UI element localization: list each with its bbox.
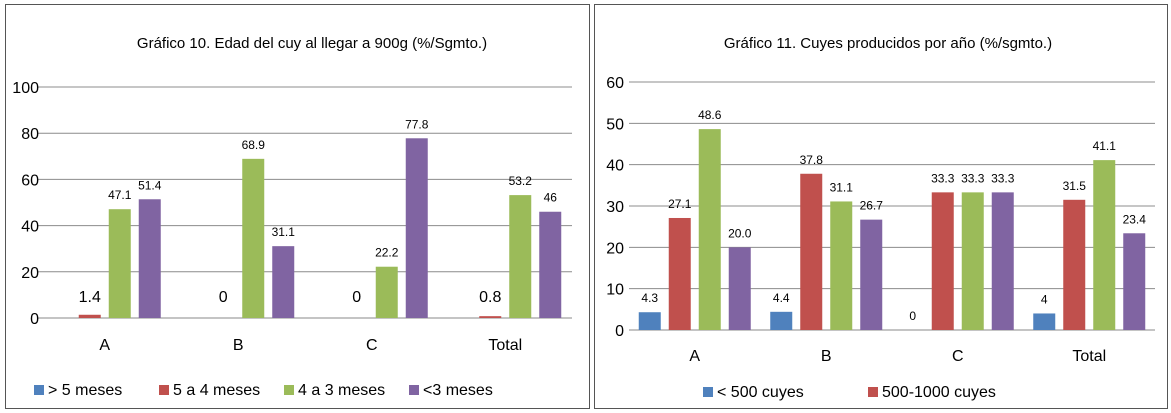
data-label: 4.4 — [773, 291, 790, 305]
bar-1 — [770, 311, 793, 330]
data-label: 27.1 — [668, 197, 692, 211]
data-label: 0 — [909, 309, 916, 323]
y-tick-label: 100 — [12, 80, 39, 97]
data-label: 48.6 — [698, 108, 722, 122]
bar-4 — [539, 211, 562, 318]
data-label: 1.4 — [79, 289, 101, 306]
x-category-label: Total — [488, 337, 522, 354]
data-label: 33.3 — [991, 171, 1015, 185]
bar-3 — [509, 195, 532, 318]
legend-swatch — [703, 387, 713, 397]
y-tick-label: 30 — [606, 199, 624, 216]
bar-2 — [931, 192, 954, 330]
y-tick-label: 10 — [606, 282, 624, 299]
y-tick-label: 20 — [606, 240, 624, 257]
x-category-label: B — [233, 337, 244, 354]
data-label: 26.7 — [860, 199, 884, 213]
chart-title: Gráfico 11. Cuyes producidos por año (%/… — [724, 35, 1052, 52]
legend-label: > 5 meses — [48, 382, 122, 399]
bar-4 — [728, 247, 751, 330]
bar-3 — [698, 129, 721, 330]
data-label: 0 — [219, 289, 228, 306]
bar-1 — [638, 312, 661, 330]
bar-3 — [108, 209, 131, 318]
data-label: 20.0 — [728, 226, 752, 240]
data-label: 77.8 — [405, 117, 429, 131]
y-tick-label: 0 — [30, 311, 39, 328]
legend-label: < 500 cuyes — [717, 384, 804, 401]
x-category-label: C — [366, 337, 378, 354]
bar-2 — [1063, 199, 1086, 330]
data-label: 68.9 — [242, 138, 266, 152]
y-tick-label: 0 — [615, 323, 624, 340]
data-label: 46 — [544, 191, 558, 205]
bar-4 — [138, 199, 161, 318]
bar-3 — [242, 158, 265, 318]
chart-title: Gráfico 10. Edad del cuy al llegar a 900… — [137, 35, 487, 52]
y-tick-label: 40 — [21, 219, 39, 236]
x-category-label: B — [821, 348, 832, 365]
y-tick-label: 50 — [606, 116, 624, 133]
legend-label: 500-1000 cuyes — [882, 384, 996, 401]
legend-swatch — [34, 385, 44, 395]
data-label: 37.8 — [800, 153, 824, 167]
bar-2 — [668, 217, 691, 330]
data-label: 31.1 — [272, 225, 296, 239]
y-tick-label: 60 — [606, 75, 624, 92]
bar-2 — [479, 316, 502, 318]
bar-3 — [375, 266, 398, 318]
data-label: 41.1 — [1093, 139, 1117, 153]
data-label: 4.3 — [641, 291, 658, 305]
bar-3 — [1093, 160, 1116, 330]
bar-1 — [1033, 313, 1056, 330]
chart-11-panel: Gráfico 11. Cuyes producidos por año (%/… — [594, 4, 1168, 409]
data-label: 0 — [352, 289, 361, 306]
y-tick-label: 80 — [21, 126, 39, 143]
data-label: 4 — [1041, 292, 1048, 306]
x-category-label: Total — [1072, 348, 1106, 365]
bar-3 — [961, 192, 984, 330]
chart-11-svg: Gráfico 11. Cuyes producidos por año (%/… — [606, 35, 1155, 401]
bar-2 — [78, 314, 101, 318]
chart-10-svg: Gráfico 10. Edad del cuy al llegar a 900… — [12, 35, 572, 399]
bar-4 — [405, 138, 428, 318]
x-category-label: A — [689, 348, 700, 365]
data-label: 33.3 — [931, 171, 955, 185]
bar-2 — [800, 173, 823, 330]
bar-4 — [991, 192, 1014, 330]
legend-swatch — [409, 385, 419, 395]
data-label: 31.1 — [830, 180, 854, 194]
data-label: 33.3 — [961, 171, 985, 185]
y-tick-label: 40 — [606, 158, 624, 175]
bar-3 — [830, 201, 853, 330]
legend-swatch — [284, 385, 294, 395]
legend-label: 5 a 4 meses — [173, 382, 260, 399]
bar-4 — [1123, 233, 1146, 330]
chart-10-panel: Gráfico 10. Edad del cuy al llegar a 900… — [5, 4, 590, 409]
data-label: 51.4 — [138, 178, 162, 192]
data-label: 53.2 — [509, 174, 533, 188]
data-label: 0.8 — [479, 289, 501, 306]
data-label: 31.5 — [1063, 179, 1087, 193]
bar-4 — [860, 219, 883, 330]
x-category-label: C — [952, 348, 964, 365]
data-label: 47.1 — [108, 188, 132, 202]
data-label: 23.4 — [1123, 212, 1147, 226]
x-category-label: A — [99, 337, 110, 354]
legend-label: 4 a 3 meses — [298, 382, 385, 399]
legend-swatch — [868, 387, 878, 397]
y-tick-label: 60 — [21, 172, 39, 189]
y-tick-label: 20 — [21, 265, 39, 282]
legend-swatch — [159, 385, 169, 395]
legend-label: <3 meses — [423, 382, 493, 399]
bar-4 — [272, 246, 295, 318]
data-label: 22.2 — [375, 246, 399, 260]
